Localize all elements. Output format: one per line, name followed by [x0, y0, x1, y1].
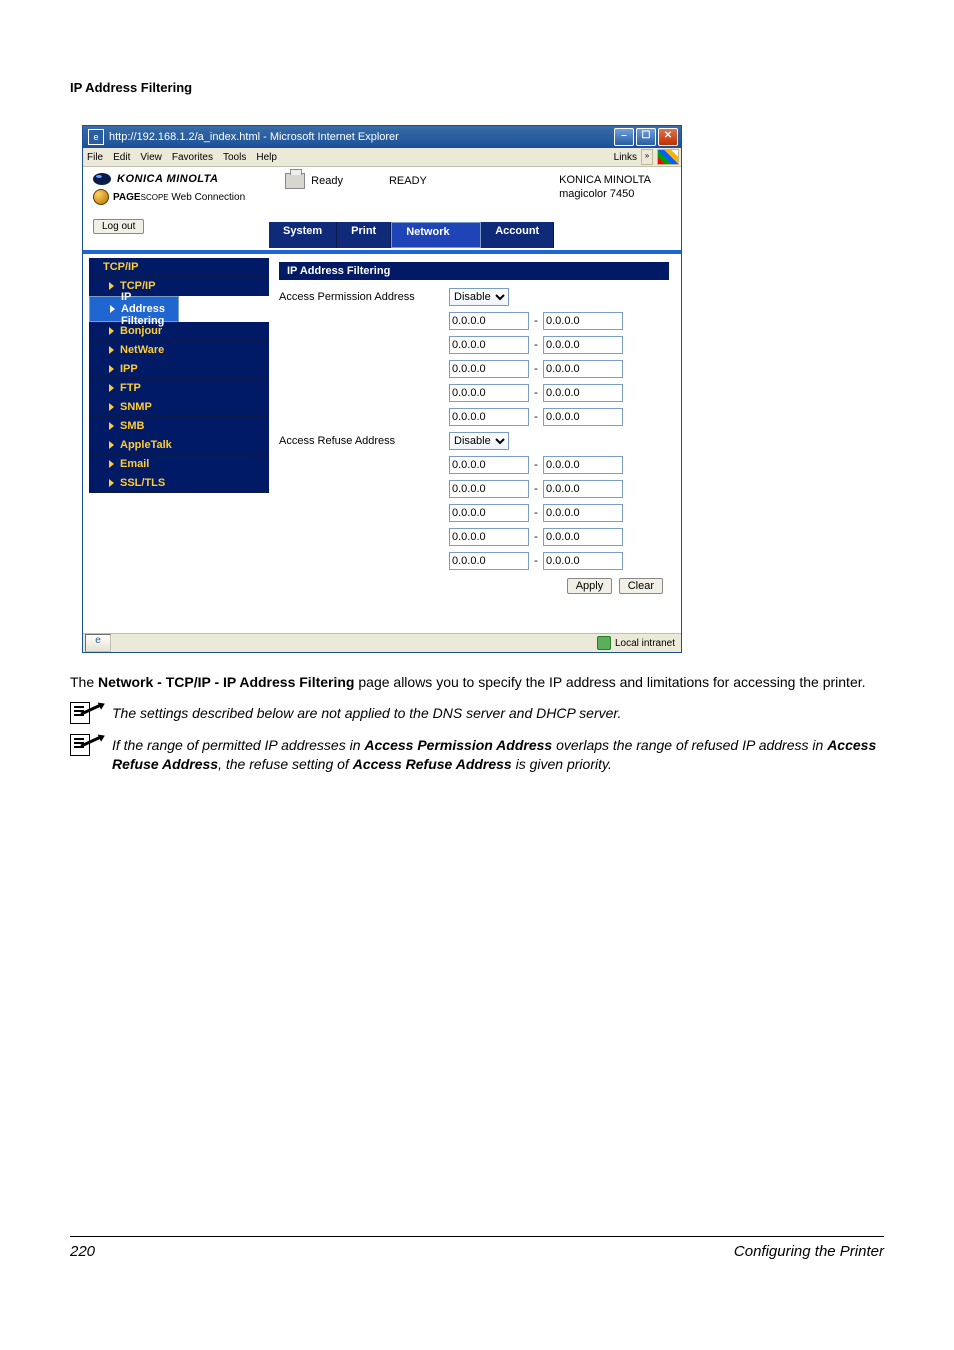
perm-to-1[interactable]	[543, 312, 623, 330]
sidebar-snmp[interactable]: SNMP	[89, 398, 269, 417]
menu-view[interactable]: View	[140, 152, 162, 163]
sidebar-email[interactable]: Email	[89, 455, 269, 474]
status-left-icon: e	[85, 634, 111, 652]
refuse-to-1[interactable]	[543, 456, 623, 474]
perm-from-3[interactable]	[449, 360, 529, 378]
pagescope-logo: PAGESCOPE Web Connection	[93, 189, 245, 205]
perm-to-3[interactable]	[543, 360, 623, 378]
refuse-from-5[interactable]	[449, 552, 529, 570]
refuse-to-3[interactable]	[543, 504, 623, 522]
sidebar-netware[interactable]: NetWare	[89, 341, 269, 360]
perm-from-4[interactable]	[449, 384, 529, 402]
body-text: The Network - TCP/IP - IP Address Filter…	[70, 673, 884, 692]
perm-to-2[interactable]	[543, 336, 623, 354]
tab-system[interactable]: System	[269, 222, 337, 248]
sidebar-ipp[interactable]: IPP	[89, 360, 269, 379]
logout-button[interactable]: Log out	[93, 219, 144, 234]
zone-icon	[597, 636, 611, 650]
window-title: http://192.168.1.2/a_index.html - Micros…	[109, 131, 399, 143]
sidebar-ip-filtering[interactable]: IP Address Filtering	[89, 296, 179, 322]
menu-file[interactable]: File	[87, 152, 103, 163]
refuse-to-2[interactable]	[543, 480, 623, 498]
minimize-button[interactable]: –	[614, 128, 634, 146]
note-icon	[70, 734, 100, 756]
sidebar-appletalk[interactable]: AppleTalk	[89, 436, 269, 455]
tab-account[interactable]: Account	[481, 222, 554, 248]
perm-to-4[interactable]	[543, 384, 623, 402]
sidebar-tcpip-group[interactable]: TCP/IP	[89, 258, 269, 277]
refuse-from-3[interactable]	[449, 504, 529, 522]
tabs: System Print Network Account	[269, 222, 681, 248]
km-dot-icon	[93, 173, 111, 185]
refuse-to-4[interactable]	[543, 528, 623, 546]
links-chevron-icon[interactable]: »	[641, 149, 653, 165]
windows-flag-icon[interactable]	[657, 149, 679, 165]
perm-from-2[interactable]	[449, 336, 529, 354]
ie-icon: e	[88, 129, 104, 145]
status-label: Ready	[311, 175, 343, 187]
perm-from-5[interactable]	[449, 408, 529, 426]
tab-network[interactable]: Network	[391, 222, 481, 248]
note1-text: The settings described below are not app…	[112, 704, 621, 723]
section-title: IP Address Filtering	[70, 80, 884, 95]
page-footer: 220 Configuring the Printer	[70, 1236, 884, 1260]
sidebar-ssltls[interactable]: SSL/TLS	[89, 474, 269, 493]
refuse-from-2[interactable]	[449, 480, 529, 498]
sidebar-ftp[interactable]: FTP	[89, 379, 269, 398]
menu-edit[interactable]: Edit	[113, 152, 130, 163]
sidebar-bonjour[interactable]: Bonjour	[89, 322, 269, 341]
sidebar: TCP/IP TCP/IP IP Address Filtering Bonjo…	[89, 258, 269, 493]
refuse-from-1[interactable]	[449, 456, 529, 474]
refuse-label: Access Refuse Address	[279, 435, 449, 447]
perm-label: Access Permission Address	[279, 291, 449, 303]
perm-to-5[interactable]	[543, 408, 623, 426]
ie-window: e http://192.168.1.2/a_index.html - Micr…	[82, 125, 682, 653]
zone-text: Local intranet	[615, 638, 675, 649]
perm-from-1[interactable]	[449, 312, 529, 330]
apply-button[interactable]: Apply	[567, 578, 613, 594]
maximize-button[interactable]: ☐	[636, 128, 656, 146]
clear-button[interactable]: Clear	[619, 578, 663, 594]
note-icon	[70, 702, 100, 724]
brand-text: KONICA MINOLTA	[117, 173, 219, 185]
note2-text: If the range of permitted IP addresses i…	[112, 736, 884, 774]
menu-help[interactable]: Help	[256, 152, 277, 163]
page-number: 220	[70, 1243, 95, 1260]
menu-tools[interactable]: Tools	[223, 152, 246, 163]
perm-select[interactable]: Disable	[449, 288, 509, 306]
tab-print[interactable]: Print	[337, 222, 391, 248]
links-label[interactable]: Links	[614, 152, 637, 163]
km-logo: KONICA MINOLTA	[93, 173, 245, 185]
close-button[interactable]: ✕	[658, 128, 678, 146]
menu-favorites[interactable]: Favorites	[172, 152, 213, 163]
footer-title: Configuring the Printer	[734, 1243, 884, 1260]
sidebar-smb[interactable]: SMB	[89, 417, 269, 436]
refuse-from-4[interactable]	[449, 528, 529, 546]
globe-icon	[93, 189, 109, 205]
refuse-select[interactable]: Disable	[449, 432, 509, 450]
sidebar-tcpip[interactable]: TCP/IP	[89, 277, 269, 296]
panel-title: IP Address Filtering	[279, 262, 669, 280]
right-brand: KONICA MINOLTA	[559, 173, 651, 187]
statusbar: e Local intranet	[83, 633, 681, 652]
status-value: READY	[389, 175, 427, 187]
right-model: magicolor 7450	[559, 187, 651, 201]
menubar: File Edit View Favorites Tools Help Link…	[83, 148, 681, 167]
printer-icon	[285, 173, 305, 189]
refuse-to-5[interactable]	[543, 552, 623, 570]
titlebar: e http://192.168.1.2/a_index.html - Micr…	[83, 126, 681, 148]
